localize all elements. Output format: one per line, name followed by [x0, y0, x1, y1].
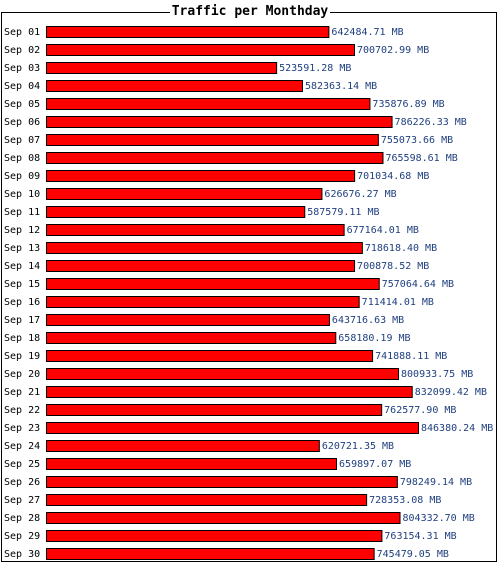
bar: [46, 26, 330, 38]
category-label: Sep 13: [4, 243, 40, 254]
bar: [46, 134, 379, 146]
bar: [46, 548, 375, 560]
chart-title: Traffic per Monthday: [169, 4, 331, 19]
category-label: Sep 01: [4, 27, 40, 38]
category-label: Sep 26: [4, 477, 40, 488]
bar: [46, 332, 337, 344]
value-label: 659897.07 MB: [339, 459, 411, 470]
value-label: 798249.14 MB: [400, 477, 472, 488]
value-label: 832099.42 MB: [415, 387, 487, 398]
bar: [46, 170, 356, 182]
value-label: 728353.08 MB: [369, 495, 441, 506]
category-label: Sep 30: [4, 549, 40, 560]
category-label: Sep 27: [4, 495, 40, 506]
bar: [46, 188, 323, 200]
bar: [46, 440, 320, 452]
category-label: Sep 21: [4, 387, 40, 398]
bar: [46, 80, 303, 92]
bar: [46, 494, 368, 506]
value-label: 582363.14 MB: [305, 81, 377, 92]
value-label: 762577.90 MB: [384, 405, 456, 416]
category-label: Sep 15: [4, 279, 40, 290]
value-label: 804332.70 MB: [403, 513, 475, 524]
value-label: 523591.28 MB: [279, 63, 351, 74]
bar: [46, 386, 413, 398]
bar: [46, 224, 345, 236]
bar: [46, 98, 371, 110]
category-label: Sep 23: [4, 423, 40, 434]
value-label: 846380.24 MB: [421, 423, 493, 434]
category-label: Sep 24: [4, 441, 40, 452]
bar: [46, 458, 338, 470]
category-label: Sep 16: [4, 297, 40, 308]
bar: [46, 476, 398, 488]
category-label: Sep 10: [4, 189, 40, 200]
category-label: Sep 05: [4, 99, 40, 110]
value-label: 700702.99 MB: [357, 45, 429, 56]
category-label: Sep 03: [4, 63, 40, 74]
bar: [46, 116, 393, 128]
value-label: 765598.61 MB: [385, 153, 457, 164]
value-label: 745479.05 MB: [377, 549, 449, 560]
value-label: 757064.64 MB: [382, 279, 454, 290]
value-label: 643716.63 MB: [332, 315, 404, 326]
bar: [46, 242, 363, 254]
bar: [46, 278, 380, 290]
value-label: 701034.68 MB: [357, 171, 429, 182]
bar: [46, 44, 355, 56]
value-label: 626676.27 MB: [324, 189, 396, 200]
category-label: Sep 02: [4, 45, 40, 56]
value-label: 786226.33 MB: [395, 117, 467, 128]
value-label: 677164.01 MB: [347, 225, 419, 236]
value-label: 718618.40 MB: [365, 243, 437, 254]
value-label: 700878.52 MB: [357, 261, 429, 272]
category-label: Sep 09: [4, 171, 40, 182]
bar: [46, 404, 383, 416]
category-label: Sep 28: [4, 513, 40, 524]
category-label: Sep 17: [4, 315, 40, 326]
category-label: Sep 29: [4, 531, 40, 542]
category-label: Sep 04: [4, 81, 40, 92]
category-label: Sep 25: [4, 459, 40, 470]
bar: [46, 530, 383, 542]
bar: [46, 512, 401, 524]
category-label: Sep 06: [4, 117, 40, 128]
value-label: 711414.01 MB: [362, 297, 434, 308]
value-label: 620721.35 MB: [322, 441, 394, 452]
category-label: Sep 08: [4, 153, 40, 164]
category-label: Sep 07: [4, 135, 40, 146]
category-label: Sep 18: [4, 333, 40, 344]
value-label: 658180.19 MB: [338, 333, 410, 344]
category-label: Sep 12: [4, 225, 40, 236]
value-label: 755073.66 MB: [381, 135, 453, 146]
value-label: 763154.31 MB: [384, 531, 456, 542]
value-label: 642484.71 MB: [331, 27, 403, 38]
category-label: Sep 14: [4, 261, 40, 272]
category-label: Sep 22: [4, 405, 40, 416]
bar: [46, 350, 374, 362]
bar: [46, 152, 384, 164]
value-label: 587579.11 MB: [307, 207, 379, 218]
value-label: 800933.75 MB: [401, 369, 473, 380]
bar: [46, 368, 400, 380]
bar: [46, 206, 306, 218]
category-label: Sep 19: [4, 351, 40, 362]
bar: [46, 314, 330, 326]
bar: [46, 260, 356, 272]
bar: [46, 296, 360, 308]
category-label: Sep 20: [4, 369, 40, 380]
category-label: Sep 11: [4, 207, 40, 218]
value-label: 741888.11 MB: [375, 351, 447, 362]
bar: [46, 422, 419, 434]
bar: [46, 62, 278, 74]
value-label: 735876.89 MB: [372, 99, 444, 110]
